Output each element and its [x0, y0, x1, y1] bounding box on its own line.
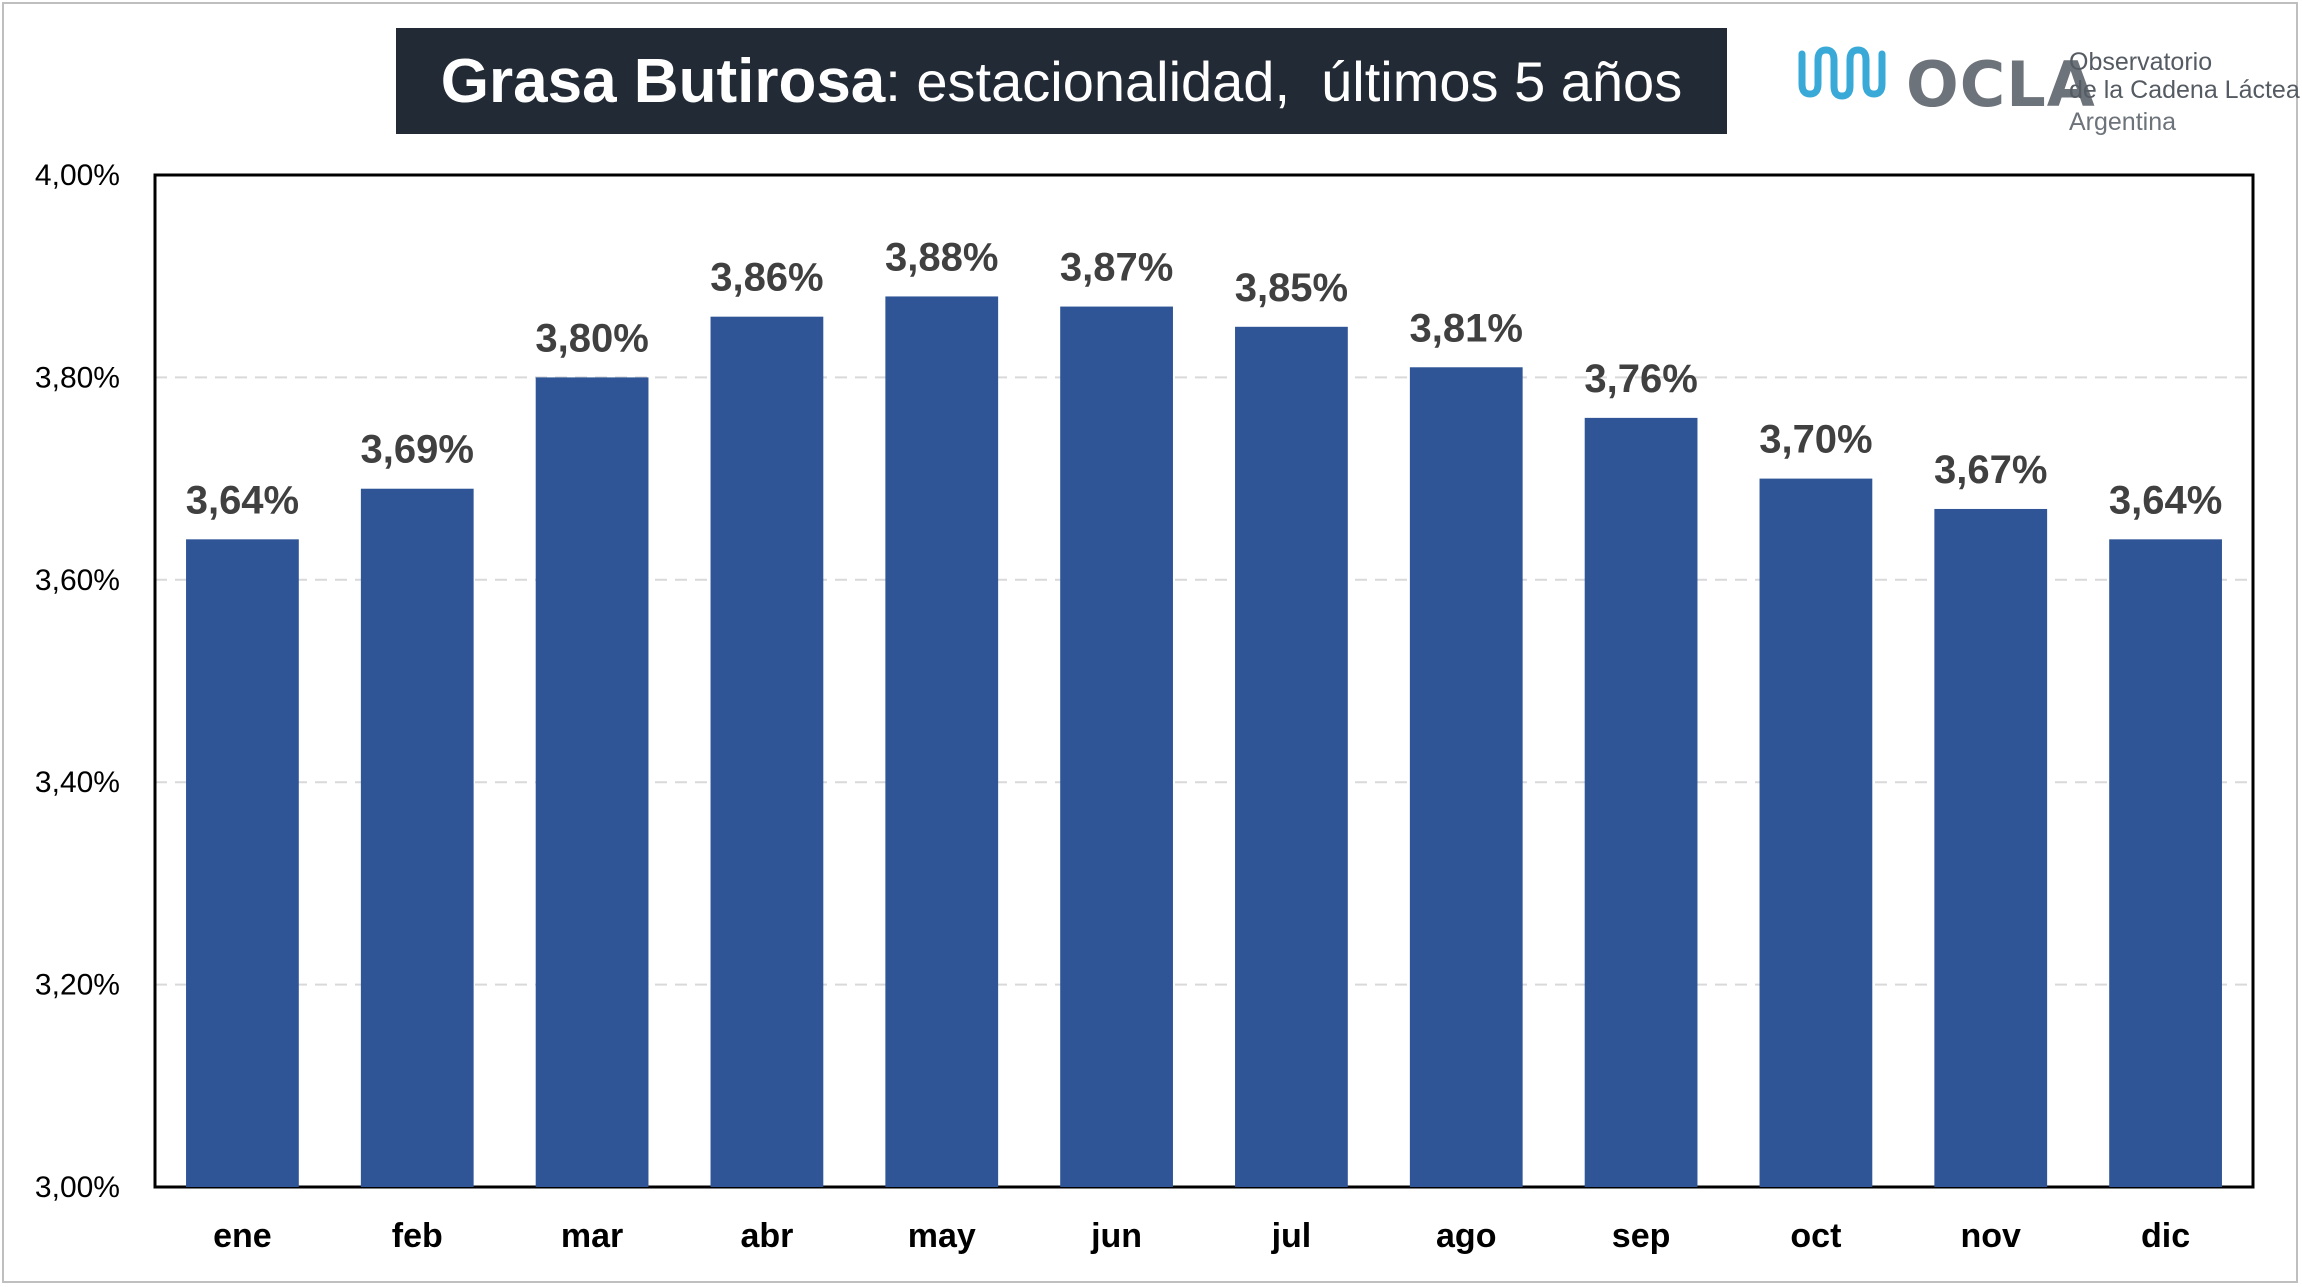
data-label: 3,85%: [1235, 266, 1348, 310]
y-tick-label: 3,40%: [35, 766, 120, 799]
data-label: 3,64%: [2109, 478, 2222, 522]
ocla-logo: OCLA Observatorio de la Cadena Láctea Ar…: [1796, 42, 2300, 142]
data-label: 3,81%: [1410, 306, 1523, 350]
data-label: 3,87%: [1060, 246, 1173, 290]
bar-abr: [710, 316, 824, 1187]
logo-wordmark: OCLA: [1906, 48, 2096, 121]
plot-area: [153, 173, 2255, 1189]
y-tick-label: 3,00%: [35, 1171, 120, 1204]
bar-ago: [1409, 367, 1523, 1187]
x-tick-label: jun: [1090, 1217, 1142, 1255]
chart-title: Grasa Butirosa: estacionalidad, últimos …: [396, 28, 1727, 134]
data-label: 3,64%: [186, 478, 299, 522]
data-label: 3,88%: [885, 235, 998, 279]
bar-jun: [1060, 306, 1173, 1187]
x-tick-label: dic: [2141, 1217, 2190, 1255]
y-axis: 3,00% 3,20% 3,40% 3,60% 3,80% 4,00%: [35, 159, 120, 1204]
y-tick-label: 4,00%: [35, 159, 120, 192]
bar-mar: [535, 377, 649, 1187]
chart-title-bold: Grasa Butirosa: [440, 46, 886, 116]
bar-jul: [1235, 326, 1348, 1187]
data-label: 3,67%: [1934, 448, 2047, 492]
x-axis: ene feb mar abr may jun jul ago sep oct nov dic: [213, 1217, 2190, 1255]
bar-nov: [1934, 508, 2048, 1188]
x-tick-label: sep: [1612, 1217, 1671, 1255]
logo-line-3: Argentina: [2069, 108, 2177, 136]
bar-may: [885, 296, 999, 1187]
x-tick-label: mar: [561, 1217, 623, 1255]
bars: [186, 296, 2222, 1188]
gridlines: [155, 376, 2253, 986]
y-tick-label: 3,20%: [35, 969, 120, 1002]
logo-line-1: Observatorio: [2069, 48, 2213, 76]
bar-dic: [2109, 539, 2222, 1187]
y-tick-label: 3,80%: [35, 361, 120, 394]
x-tick-label: nov: [1961, 1217, 2022, 1255]
data-label: 3,70%: [1759, 418, 1872, 462]
bar-sep: [1584, 417, 1698, 1187]
x-tick-label: feb: [392, 1217, 443, 1255]
bar-ene: [186, 539, 299, 1187]
data-label: 3,86%: [710, 256, 823, 300]
bar-feb: [360, 488, 474, 1188]
bar-oct: [1759, 478, 1873, 1188]
x-tick-label: abr: [740, 1217, 793, 1255]
x-tick-label: ene: [213, 1217, 272, 1255]
milk-wave-icon: [1798, 46, 1886, 100]
data-label: 3,80%: [535, 316, 648, 360]
data-label: 3,69%: [361, 428, 474, 472]
x-tick-label: jul: [1271, 1217, 1312, 1255]
x-tick-label: may: [908, 1217, 976, 1255]
y-tick-label: 3,60%: [35, 564, 120, 597]
chart-title-rest: : estacionalidad, últimos 5 años: [885, 49, 1683, 113]
x-tick-label: ago: [1436, 1217, 1496, 1255]
data-labels: 3,64% 3,69% 3,80% 3,86% 3,88% 3,87% 3,85% 3,81%…: [186, 235, 2223, 522]
x-tick-label: oct: [1790, 1217, 1841, 1255]
data-label: 3,76%: [1584, 357, 1697, 401]
logo-line-2: de la Cadena Láctea: [2069, 76, 2300, 104]
